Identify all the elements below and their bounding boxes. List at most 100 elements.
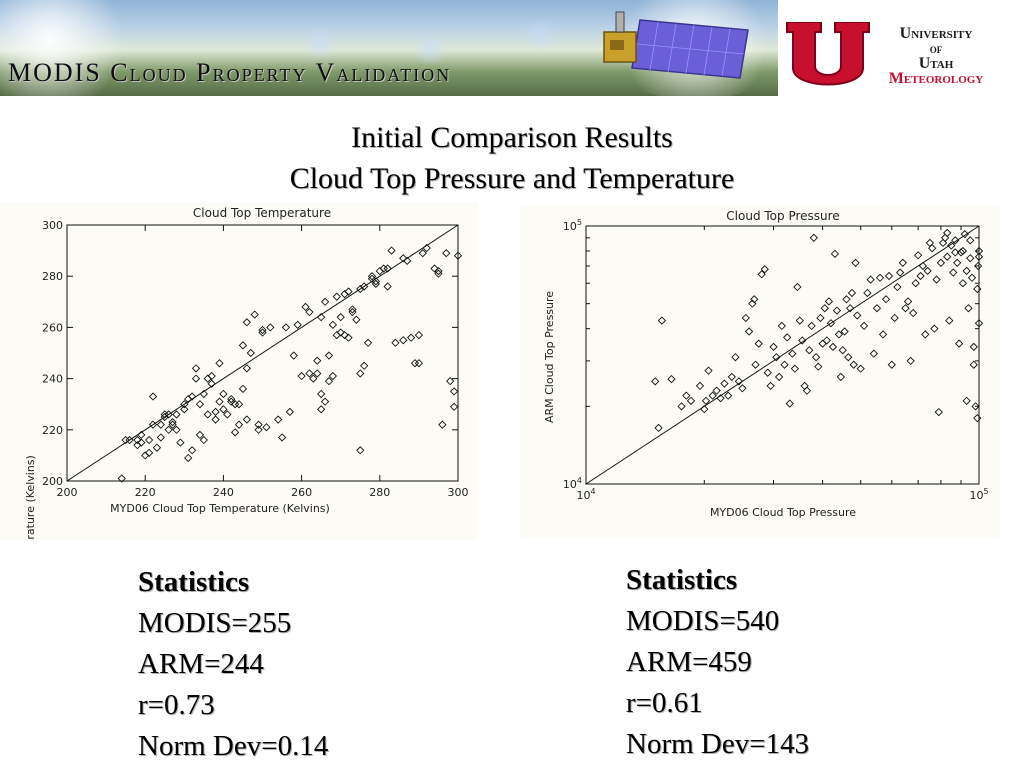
data-point [148,392,158,401]
data-point [654,423,663,433]
data-point [744,327,754,336]
data-point [949,268,958,277]
data-point [708,391,717,400]
data-point [878,330,888,339]
data-point [313,356,322,365]
data-point [851,258,860,267]
data-point [738,384,747,393]
data-point [285,407,295,417]
y-tick-label: 260 [42,321,63,334]
data-point [772,353,781,362]
data-point [828,342,838,352]
data-point [207,371,216,381]
data-point [958,279,968,288]
data-point [180,400,189,409]
data-point [207,379,216,388]
data-point [144,448,154,457]
data-point [682,391,691,400]
data-point [293,320,302,329]
data-point [449,387,459,396]
temperature-scatter-plot: Cloud Top Temperature 200 220 240 260 280 300… [0,202,478,540]
data-point [336,328,345,337]
data-point [805,346,814,355]
stat-arm: ARM=459 [626,646,752,678]
data-point [921,330,930,339]
data-point [816,313,825,323]
one-to-one-line [585,225,980,485]
data-point [962,396,971,406]
data-point [230,400,240,409]
data-point [137,438,146,447]
data-point [960,229,969,239]
y-tick-label: 240 [42,373,63,386]
data-point [734,377,744,386]
data-point [246,348,255,358]
data-point [849,360,858,369]
data-point [842,295,851,304]
y-axis-label: ARM Cloud Top Pressure [543,291,556,423]
data-point [863,288,872,298]
data-point [820,304,829,313]
chart-title: Cloud Top Temperature [193,206,331,220]
data-point [360,282,369,291]
data-point [881,295,891,304]
x-tick-label: 240 [213,486,234,499]
x-axis-label: MYD06 Cloud Top Temperature (Kelvins) [110,502,330,515]
data-point [956,248,966,257]
data-point [830,249,840,258]
data-point [168,420,177,429]
y-tick-label: 280 [42,270,63,283]
banner-cloud [410,34,450,64]
data-point [211,407,220,417]
data-point [741,313,750,323]
data-point [901,304,910,313]
data-point [847,288,857,298]
data-point [172,425,181,434]
data-point [344,333,353,342]
data-point [966,254,975,263]
data-point [242,415,251,424]
x-tick-label: 260 [291,486,312,499]
data-point [301,302,310,312]
data-point [930,324,939,333]
data-point [845,304,855,313]
data-point [700,405,709,414]
data-point [199,389,208,399]
data-point [184,453,193,463]
data-point [324,351,334,360]
data-point [916,271,925,281]
data-point [191,364,201,373]
data-point [438,420,447,429]
data-point [790,364,800,373]
data-point [938,238,948,248]
data-point [695,381,705,391]
data-point [928,244,937,253]
data-point [954,339,964,348]
banner-cloud [520,20,560,50]
data-point [824,297,834,306]
data-point [363,338,373,347]
data-point [242,364,251,373]
data-point [811,353,821,362]
data-point [434,266,443,276]
data-point [951,236,960,245]
data-point [195,430,205,440]
x-axis-label: MYD06 Cloud Top Pressure [710,506,856,519]
data-point [187,392,197,401]
data-point [798,336,807,345]
data-point [344,287,353,296]
data-point [230,428,240,437]
data-point [814,362,823,371]
x-tick-label: 105 [969,487,988,502]
data-point [410,359,420,368]
data-point [274,415,283,424]
data-point [651,377,660,386]
stat-arm: ARM=244 [138,648,264,680]
pressure-scatter-plot: Cloud Top Pressure 104 105 104 105 MYD06 Cl… [520,205,1000,538]
data-point [973,414,982,423]
data-point [906,356,915,366]
banner: MODIS Cloud Property Validation [0,0,778,96]
data-point [932,275,941,284]
data-point [712,386,721,395]
data-point [336,313,345,322]
